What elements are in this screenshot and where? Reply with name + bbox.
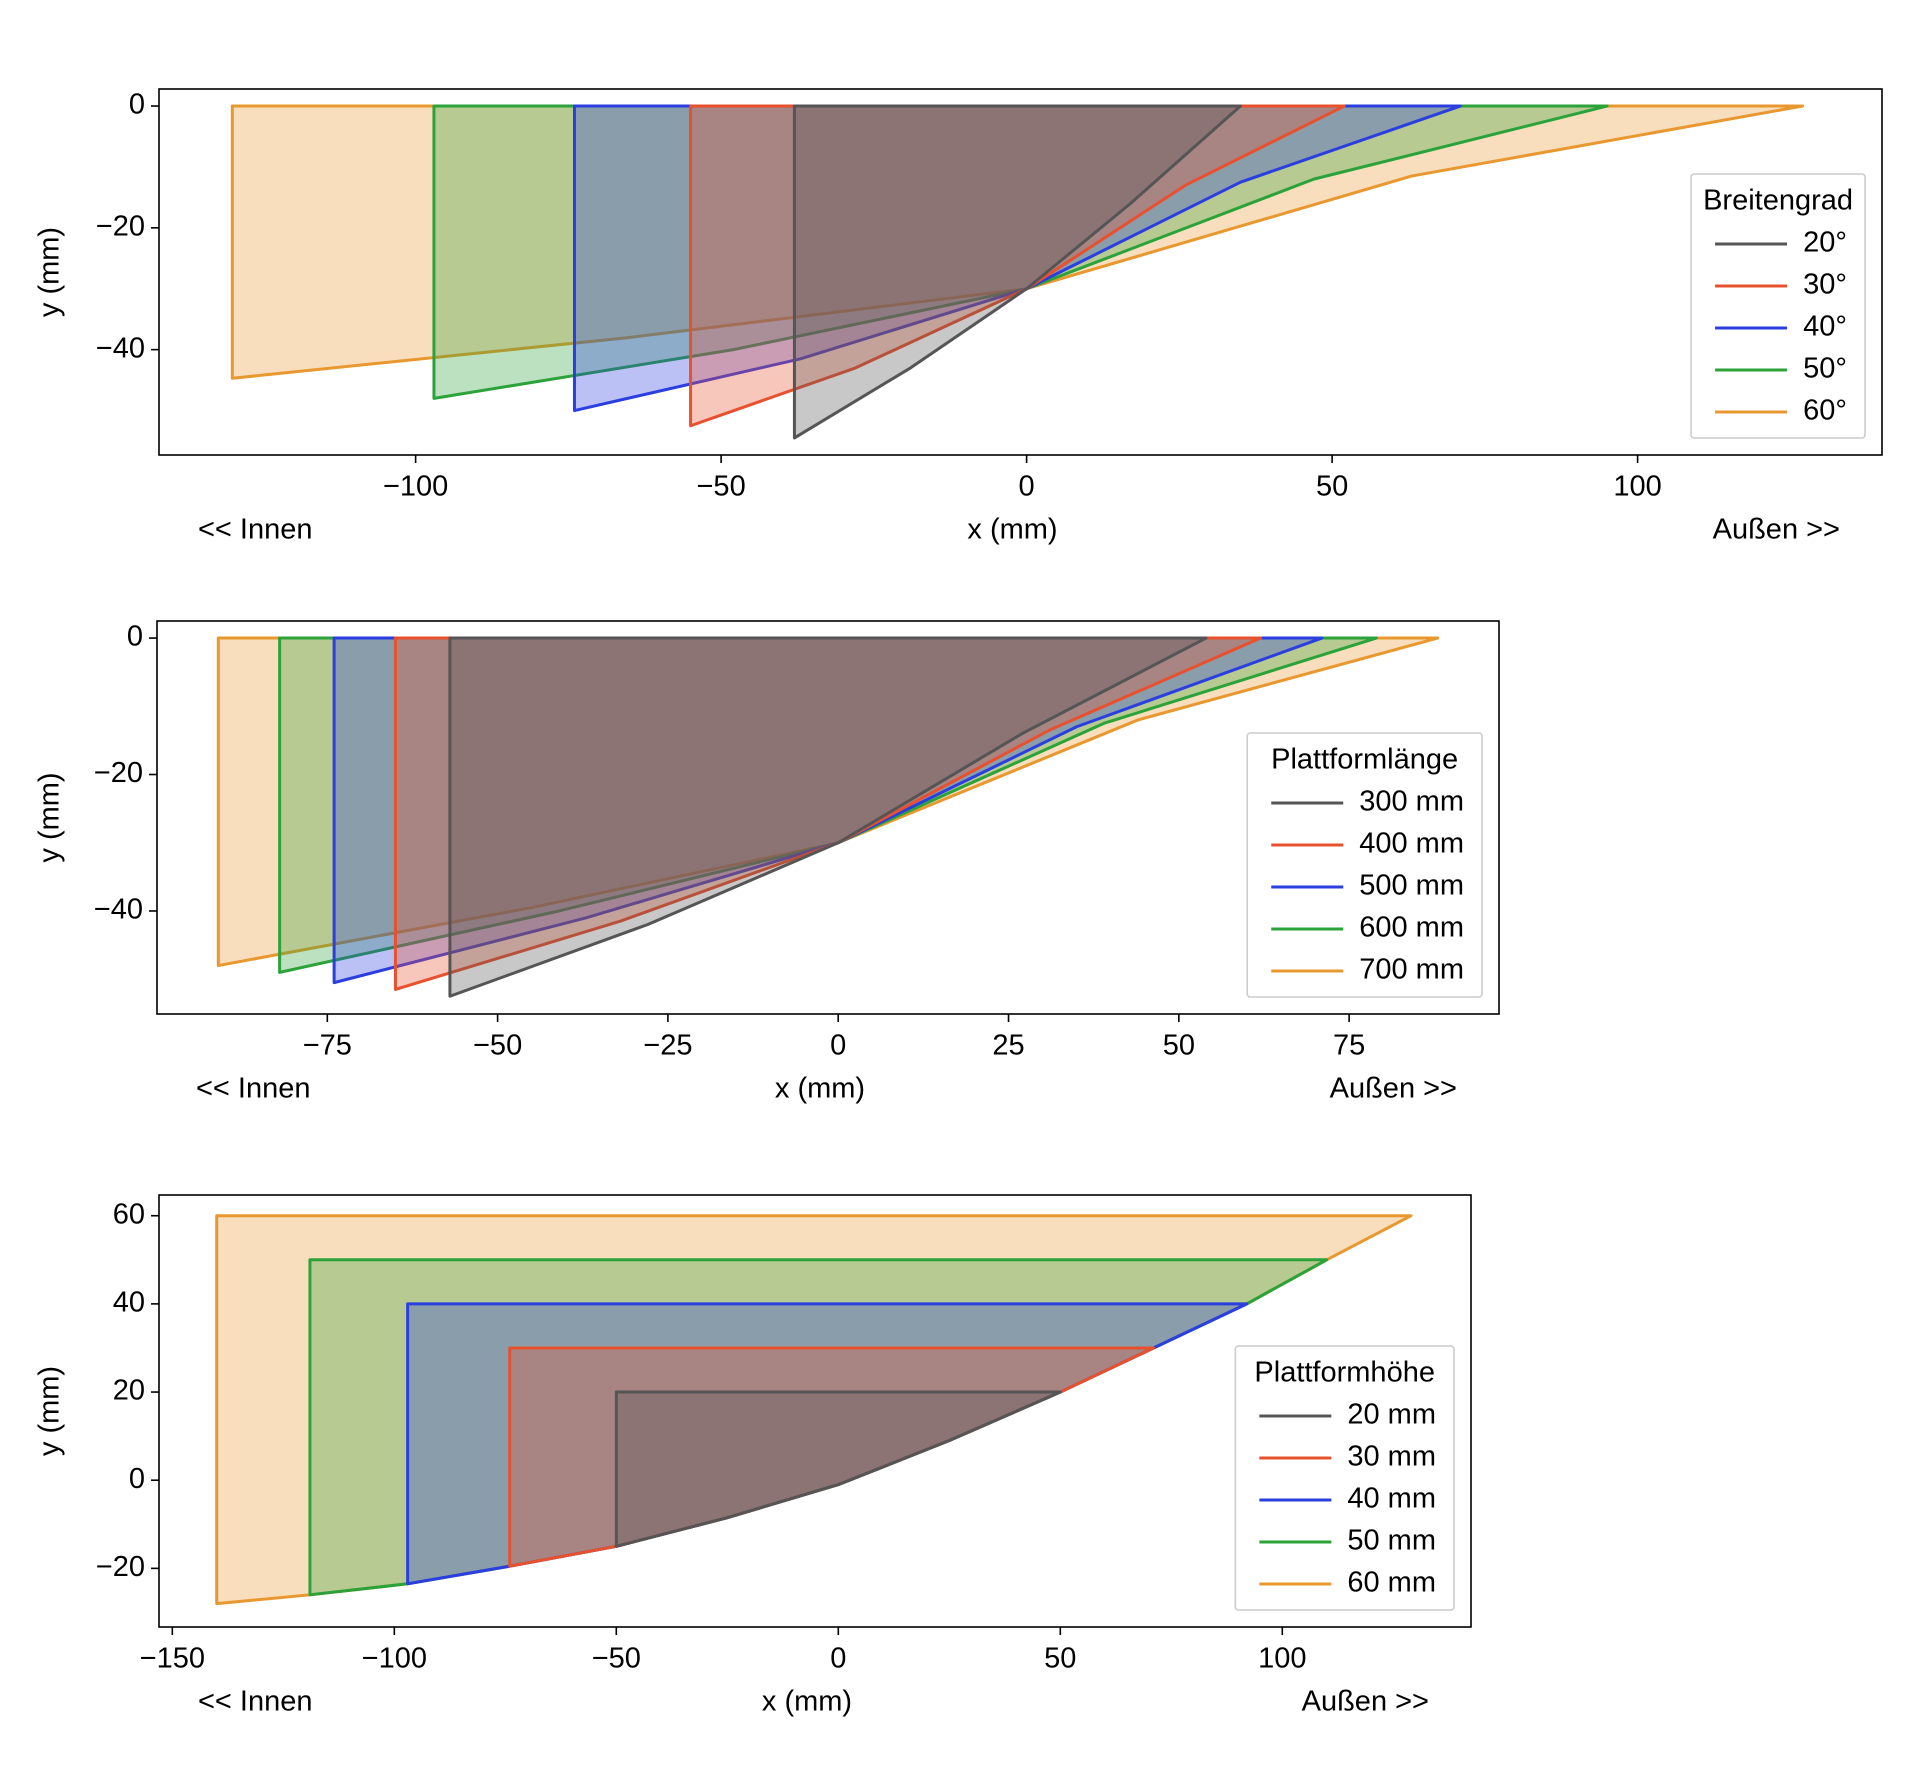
axes-frame [158,1194,1472,1628]
legend-frame [1690,173,1866,439]
y-axis-label: y (mm) [34,1366,66,1456]
legend-label: 40 mm [1347,1483,1436,1515]
x-tick-label: −50 [592,1643,641,1675]
area-shape [792,104,1242,440]
legend-label: 30 mm [1347,1441,1436,1473]
x-tick-label: −100 [362,1643,427,1675]
legend-label: 30° [1803,269,1847,301]
y-tick-label: 20 [113,1375,145,1407]
annotation: Außen >> [1330,1073,1457,1105]
y-tick-label: −20 [96,211,145,243]
y-tick-label: 40 [113,1287,145,1319]
x-tick-label: 25 [992,1030,1024,1062]
y-tick-label: 0 [127,621,143,653]
area-shape [614,1390,1062,1548]
legend-title: Breitengrad [1703,185,1853,217]
y-tick-label: −20 [94,757,143,789]
legend-label: 500 mm [1359,870,1464,902]
y-tick-label: 0 [129,1463,145,1495]
area-shape [448,636,1208,998]
axes-frame [156,620,1500,1015]
annotation: << Innen [198,1686,313,1718]
y-axis-label: y (mm) [34,227,66,317]
y-tick-label: 0 [129,89,145,121]
x-tick-label: −100 [383,471,448,503]
x-axis-label: x (mm) [775,1073,865,1105]
annotation: Außen >> [1302,1686,1429,1718]
x-tick-label: −150 [140,1643,205,1675]
x-tick-label: 50 [1316,471,1348,503]
legend-frame [1246,732,1483,998]
x-tick-label: 50 [1044,1643,1076,1675]
x-tick-label: 100 [1613,471,1661,503]
y-tick-label: −20 [96,1551,145,1583]
legend: Plattformhöhe 20 mm 30 mm 40 mm 50 mm 60 mm [1234,1345,1455,1611]
axes-frame [158,88,1883,456]
legend-label: 60 mm [1347,1567,1436,1599]
annotation: Außen >> [1713,514,1840,546]
legend-label: 40° [1803,311,1847,343]
x-tick-label: 75 [1333,1030,1365,1062]
y-tick-label: −40 [96,332,145,364]
x-tick-label: −50 [473,1030,522,1062]
legend-label: 700 mm [1359,954,1464,986]
legend-title: Plattformlänge [1271,744,1458,776]
subplot: −100 −50 0 50 100 0 −20 −40 x (mm) y (mm) << Innen… [34,88,1883,546]
legend-label: 50 mm [1347,1525,1436,1557]
y-tick-label: −40 [94,894,143,926]
annotation: << Innen [196,1073,311,1105]
annotation: << Innen [198,514,313,546]
legend-title: Plattformhöhe [1254,1357,1435,1389]
legend-label: 20° [1803,227,1847,259]
subplot: −150 −100 −50 0 50 100 −20 0 20 40 60 x (mm) y (mm) <… [34,1194,1472,1718]
y-tick-label: 60 [113,1198,145,1230]
x-tick-label: 50 [1163,1030,1195,1062]
x-axis-label: x (mm) [762,1686,852,1718]
x-tick-label: 0 [830,1030,846,1062]
subplot: −75 −50 −25 0 25 50 75 0 −20 −40 x (mm) y (mm) << In… [34,620,1500,1105]
legend: Plattformlänge 300 mm 400 mm 500 mm 600 mm 70… [1246,732,1483,998]
legend: Breitengrad 20° 30° 40° 50° 60° [1690,173,1866,439]
legend-label: 20 mm [1347,1399,1436,1431]
legend-label: 600 mm [1359,912,1464,944]
x-tick-label: 0 [1019,471,1035,503]
x-tick-label: −50 [697,471,746,503]
x-tick-label: −75 [303,1030,352,1062]
legend-label: 60° [1803,395,1847,427]
x-tick-label: −25 [643,1030,692,1062]
legend-label: 300 mm [1359,786,1464,818]
x-tick-label: 0 [830,1643,846,1675]
y-axis-label: y (mm) [34,772,66,862]
legend-frame [1234,1345,1455,1611]
legend-label: 50° [1803,353,1847,385]
legend-label: 400 mm [1359,828,1464,860]
x-tick-label: 100 [1258,1643,1306,1675]
x-axis-label: x (mm) [967,514,1057,546]
